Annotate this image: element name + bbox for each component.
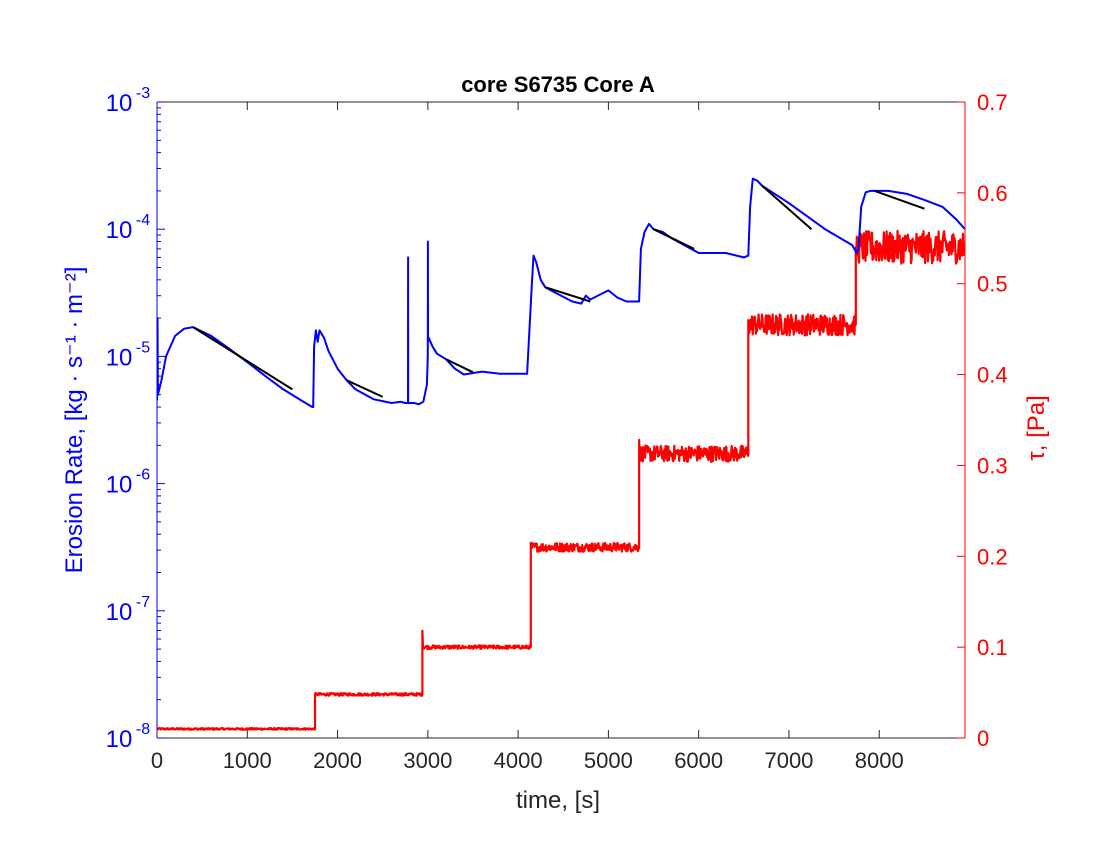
fit-segment-4 <box>544 286 591 303</box>
x-tick-label: 3000 <box>403 748 452 773</box>
y-left-tick-label: 10 <box>106 599 133 626</box>
y-left-tick-exponent: -3 <box>136 85 150 102</box>
x-tick-label: 5000 <box>584 748 633 773</box>
fit-segment-7 <box>874 189 925 210</box>
y-left-tick-label: 10 <box>106 344 133 371</box>
x-tick-label: 7000 <box>764 748 813 773</box>
y-axis-left-label: Erosion Rate, [kg · s⁻¹ · m⁻²] <box>61 267 88 574</box>
y-right-tick-label: 0 <box>977 726 989 751</box>
fit-segment-5 <box>653 228 695 250</box>
y-left-tick-exponent: -4 <box>136 212 150 229</box>
y-left-tick-exponent: -5 <box>136 339 150 356</box>
series-erosion-rate-line <box>157 177 965 408</box>
y-left-tick-label: 10 <box>106 217 133 244</box>
chart-title: core S6735 Core A <box>461 72 655 97</box>
plot-layer <box>157 177 965 731</box>
y-axis-right-label: τ, [Pa] <box>1023 395 1050 461</box>
fit-segment-6 <box>761 184 813 230</box>
y-right-tick-label: 0.5 <box>977 272 1008 297</box>
fit-segment-3 <box>445 358 474 374</box>
plot-area <box>157 177 965 731</box>
y-left-tick-exponent: -6 <box>136 467 150 484</box>
x-tick-label: 4000 <box>494 748 543 773</box>
x-tick-label: 6000 <box>674 748 723 773</box>
y-right-tick-label: 0.4 <box>977 363 1008 388</box>
y-right-tick-label: 0.1 <box>977 635 1008 660</box>
y-right-tick-label: 0.7 <box>977 90 1008 115</box>
x-tick-label: 0 <box>151 748 163 773</box>
x-tick-label: 2000 <box>313 748 362 773</box>
y-left-tick-label: 10 <box>106 472 133 499</box>
x-tick-label: 8000 <box>855 748 904 773</box>
y-left-tick-exponent: -8 <box>136 721 150 738</box>
y-right-tick-label: 0.6 <box>977 181 1008 206</box>
y-left-tick-label: 10 <box>106 90 133 117</box>
fit-segment-2 <box>346 379 384 398</box>
y-right-tick-label: 0.3 <box>977 453 1008 478</box>
y-left-tick-label: 10 <box>106 726 133 753</box>
fit-segment-1 <box>192 326 293 391</box>
series-shear-stress-line <box>157 229 965 731</box>
y-left-tick-exponent: -7 <box>136 594 150 611</box>
x-axis-label: time, [s] <box>516 787 600 814</box>
x-tick-label: 1000 <box>223 748 272 773</box>
y-right-tick-label: 0.2 <box>977 544 1008 569</box>
